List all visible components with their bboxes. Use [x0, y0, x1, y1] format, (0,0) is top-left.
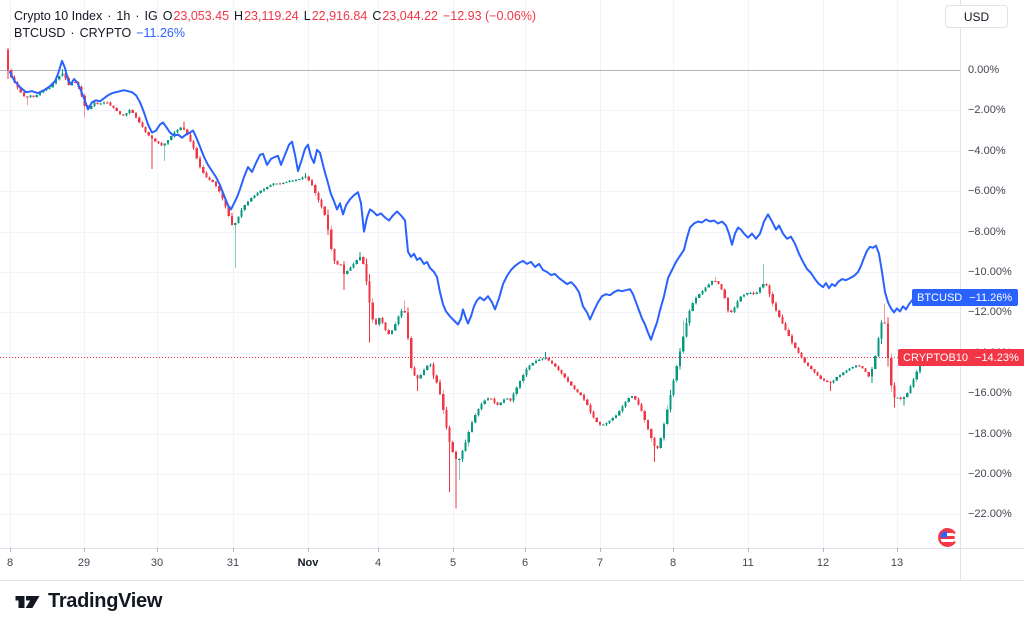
cryptob10-price-tag: CRYPTOB10 −14.23%: [898, 349, 1024, 366]
close-value: C 23,044.22: [372, 9, 438, 23]
time-axis-tick-label: 8: [6, 557, 14, 569]
price-axis-tick-label: 0.00%: [968, 64, 1000, 76]
separator-dot: ·: [135, 9, 140, 23]
ig-broker-logo-icon: [937, 527, 958, 548]
time-axis-tick-label: 13: [890, 557, 904, 569]
main-series-legend-row[interactable]: Crypto 10 Index · 1h · IG O 23,053.45 H 23…: [14, 8, 536, 25]
btcusd-line-series: [9, 59, 926, 341]
price-axis-tick-label: −16.00%: [968, 387, 1012, 400]
exchange-label: IG: [144, 9, 158, 23]
time-axis-tick-label: 30: [150, 557, 164, 569]
chart-legend: Crypto 10 Index · 1h · IG O 23,053.45 H 23…: [14, 8, 536, 42]
price-axis-tick-label: −4.00%: [968, 144, 1006, 157]
time-axis-tick-label: 4: [374, 557, 382, 569]
separator-dot: ·: [70, 26, 75, 40]
price-axis-tick-label: −12.00%: [968, 306, 1012, 319]
tradingview-logo-icon: [15, 595, 40, 608]
time-axis-tick-label: 8: [669, 557, 677, 569]
interval-label: 1h: [116, 9, 131, 23]
time-axis[interactable]: 8 29 30 31 Nov 4 5 6 7 8 11 12 13: [0, 548, 1024, 580]
brand-name: TradingView: [48, 590, 163, 612]
time-axis-tick-label: 11: [742, 557, 754, 569]
time-axis-tick-label: 31: [226, 557, 240, 569]
tradingview-attribution-link[interactable]: TradingView: [14, 590, 162, 613]
price-axis-tick-label: −2.00%: [968, 104, 1006, 117]
price-axis-tick-label: −10.00%: [968, 266, 1012, 278]
low-value: L 22,916.84: [303, 9, 368, 23]
time-axis-tick-label: 5: [449, 557, 457, 569]
high-value: H 23,119.24: [234, 9, 299, 23]
chart-plot[interactable]: [0, 0, 1024, 585]
time-axis-tick-label: 12: [816, 557, 830, 569]
price-axis-tick-label: −22.00%: [968, 508, 1012, 521]
btcusd-price-tag: BTCUSD −11.26%: [912, 289, 1019, 306]
candlestick-series: [6, 47, 925, 509]
price-axis-tick-label: −20.00%: [968, 468, 1012, 480]
price-axis[interactable]: 0.00% −2.00% −4.00% −6.00% −8.00% −10.00% −12.…: [960, 0, 1024, 548]
gridlines: [0, 0, 960, 548]
compare-change-value: −11.26%: [136, 26, 185, 40]
axis-borders: [0, 0, 1024, 581]
open-value: O 23,053.45: [162, 9, 230, 23]
separator-dot: ·: [107, 9, 112, 23]
time-axis-tick-label: 29: [77, 557, 91, 569]
currency-toggle-button[interactable]: USD: [945, 5, 1008, 28]
compare-exchange: CRYPTO: [79, 26, 132, 40]
price-axis-tick-label: −6.00%: [968, 185, 1006, 198]
compare-symbol: BTCUSD: [14, 26, 66, 40]
time-axis-tick-label: 6: [521, 557, 529, 569]
time-axis-tick-label: Nov: [297, 557, 319, 569]
change-value: −12.93 (−0.06%): [442, 9, 537, 23]
compare-series-legend-row[interactable]: BTCUSD · CRYPTO −11.26%: [14, 25, 536, 42]
symbol-title: Crypto 10 Index: [14, 9, 103, 23]
price-axis-tick-label: −18.00%: [968, 427, 1012, 440]
time-axis-tick-label: 7: [596, 557, 604, 569]
price-axis-tick-label: −8.00%: [968, 225, 1006, 238]
